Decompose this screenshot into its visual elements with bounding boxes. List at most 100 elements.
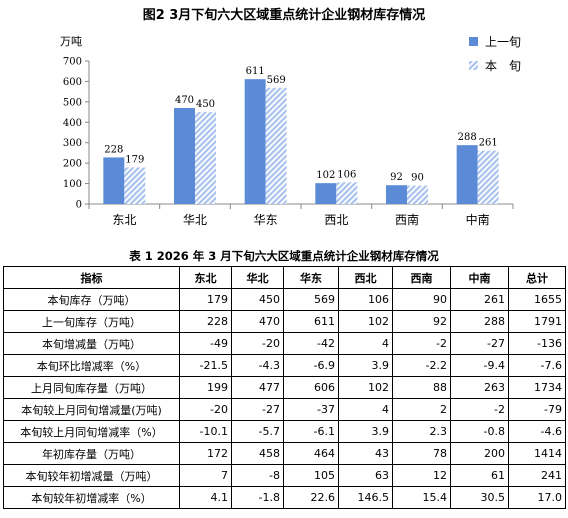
table-row: 本旬较上月同旬增减量(万吨) -20 -27 -37 4 2 -2 -79: [3, 398, 566, 421]
bar: [456, 145, 478, 204]
table-cell: -4.3: [231, 354, 284, 377]
table-cell: -37: [283, 398, 339, 421]
table-cell: -49: [179, 332, 232, 355]
column-header: 总计: [508, 266, 566, 289]
table-cell: 606: [283, 376, 339, 399]
bar: [477, 150, 499, 204]
y-tick-label: 400: [63, 118, 82, 129]
table-cell: 2: [392, 398, 451, 421]
bar: [174, 107, 195, 204]
table-cell: -6.1: [283, 420, 339, 443]
bar: [124, 167, 146, 204]
table-header-row: 指标 东北 华北 华东 西北 西南 中南 总计: [3, 266, 566, 289]
table-cell: -27: [450, 332, 509, 355]
table-row: 本旬较年初增减率（%） 4.1 -1.8 22.6 146.5 15.4 30.5 17.0: [3, 486, 566, 509]
column-header: 西南: [392, 266, 451, 289]
table-row: 本旬增减量（万吨） -49 -20 -42 4 -2 -27 -136: [3, 332, 566, 355]
table-cell: 200: [450, 442, 509, 465]
table-cell: -4.6: [508, 420, 566, 443]
table-cell: 88: [392, 376, 451, 399]
data-label: 179: [125, 154, 144, 165]
x-tick-label: 华东: [254, 213, 278, 227]
y-tick-label: 0: [76, 200, 82, 211]
table-cell: 92: [392, 310, 451, 333]
table-cell: 4.1: [179, 486, 232, 509]
table-cell: 1734: [508, 376, 566, 399]
data-label: 611: [246, 66, 265, 77]
figure-title: 图2 3月下旬六大区域重点统计企业钢材库存情况: [142, 8, 426, 23]
x-tick-label: 华北: [183, 213, 207, 227]
table-cell: -2.2: [392, 354, 451, 377]
row-label: 年初库存量（万吨）: [3, 442, 180, 465]
column-header-indicator: 指标: [3, 266, 180, 289]
row-label: 本旬增减量（万吨）: [3, 332, 180, 355]
table-cell: 3.9: [338, 420, 393, 443]
table-cell: 288: [450, 310, 509, 333]
row-label: 本旬库存（万吨）: [3, 288, 180, 311]
table-cell: -8: [231, 464, 284, 487]
table-cell: -20: [231, 332, 284, 355]
data-label: 450: [196, 99, 215, 110]
table-cell: 458: [231, 442, 284, 465]
row-label: 本旬环比增减率（%）: [3, 354, 180, 377]
row-label: 本旬较上月同旬增减量(万吨): [3, 398, 180, 421]
table-cell: 102: [338, 310, 393, 333]
column-header: 东北: [179, 266, 232, 289]
table-cell: -5.7: [231, 420, 284, 443]
table-cell: 146.5: [338, 486, 393, 509]
bar: [407, 185, 428, 204]
row-label: 本旬较年初增减率（%）: [3, 486, 180, 509]
y-tick-label: 500: [63, 97, 82, 108]
table-cell: 477: [231, 376, 284, 399]
table-cell: 43: [338, 442, 393, 465]
column-header: 华北: [231, 266, 284, 289]
legend-swatch: [469, 37, 478, 46]
table-cell: 2.3: [392, 420, 451, 443]
table-cell: -0.8: [450, 420, 509, 443]
data-label: 102: [316, 170, 335, 181]
table-cell: -136: [508, 332, 566, 355]
table-row: 本旬库存（万吨） 179 450 569 106 90 261 1655: [3, 288, 566, 311]
table-cell: 172: [179, 442, 232, 465]
bar: [315, 183, 337, 204]
table-cell: 15.4: [392, 486, 451, 509]
data-label: 90: [411, 173, 424, 184]
y-tick-label: 300: [63, 138, 82, 149]
y-tick-label: 700: [63, 57, 82, 68]
table-cell: -1.8: [231, 486, 284, 509]
row-label: 本旬较上月同旬增减率（%）: [3, 420, 180, 443]
table-cell: -2: [450, 398, 509, 421]
table-cell: 569: [283, 288, 339, 311]
data-label: 92: [390, 172, 403, 183]
bar: [386, 185, 407, 204]
bar: [336, 182, 358, 204]
table-cell: 7: [179, 464, 232, 487]
table-title: 表 1 2026 年 3 月下旬六大区域重点统计企业钢材库存情况: [129, 249, 439, 263]
y-tick-label: 200: [63, 159, 82, 170]
table-cell: -21.5: [179, 354, 232, 377]
table-cell: 263: [450, 376, 509, 399]
table-cell: 4: [338, 398, 393, 421]
table-cell: -2: [392, 332, 451, 355]
table-row: 本旬较年初增减量（万吨） 7 -8 105 63 12 61 241: [3, 464, 566, 487]
y-tick-label: 100: [63, 179, 82, 190]
table-cell: 1655: [508, 288, 566, 311]
table-cell: -27: [231, 398, 284, 421]
column-header: 西北: [338, 266, 393, 289]
table-cell: 17.0: [508, 486, 566, 509]
table-cell: 450: [231, 288, 284, 311]
table-cell: -42: [283, 332, 339, 355]
data-label: 288: [458, 132, 477, 143]
table-cell: -9.4: [450, 354, 509, 377]
table-cell: 1414: [508, 442, 566, 465]
row-label: 本旬较年初增减量（万吨）: [3, 464, 180, 487]
bar: [195, 112, 216, 204]
legend-label: 上一旬: [485, 35, 521, 49]
table-cell: 4: [338, 332, 393, 355]
table-cell: 228: [179, 310, 232, 333]
table-row: 本旬环比增减率（%） -21.5 -4.3 -6.9 3.9 -2.2 -9.4 -7.6: [3, 354, 566, 377]
table-cell: 199: [179, 376, 232, 399]
table-cell: 179: [179, 288, 232, 311]
column-header: 中南: [450, 266, 509, 289]
x-tick-label: 西北: [324, 213, 348, 227]
